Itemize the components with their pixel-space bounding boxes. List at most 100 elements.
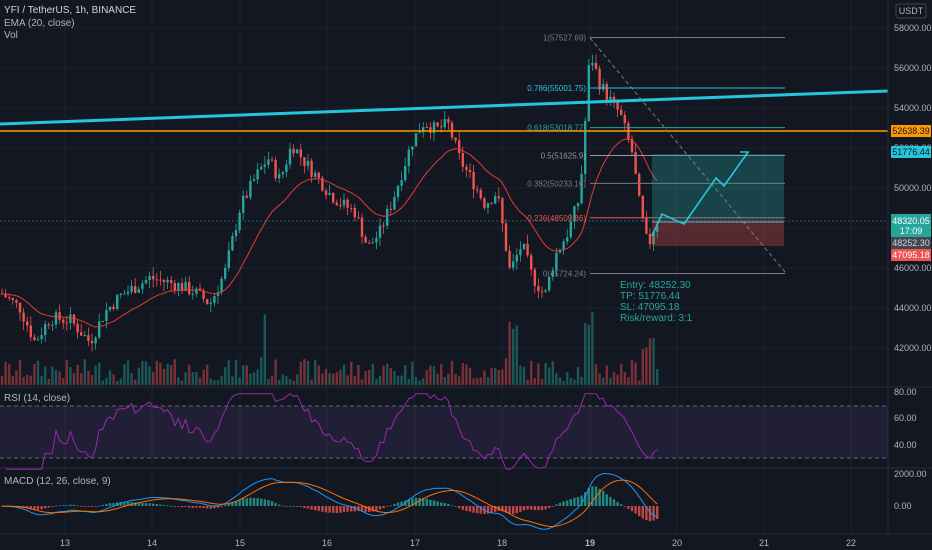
- currency-button[interactable]: USDT: [895, 3, 927, 19]
- candle-body: [112, 306, 115, 309]
- candle-body: [15, 300, 18, 303]
- macd-legend[interactable]: MACD (12, 26, close, 9): [4, 476, 111, 487]
- vol-legend[interactable]: Vol: [4, 30, 18, 41]
- volume-bar: [494, 367, 497, 385]
- macd-hist-bar: [58, 505, 61, 507]
- candle-body: [386, 208, 389, 226]
- volume-bar: [576, 366, 580, 385]
- volume-bar: [249, 373, 252, 385]
- volume-bar: [306, 360, 310, 385]
- macd-hist-bar: [249, 497, 252, 506]
- volume-bar: [573, 379, 576, 385]
- volume-bar: [353, 376, 356, 385]
- trend-line[interactable]: [0, 89, 889, 126]
- target-tag: 51776.44: [891, 146, 931, 158]
- candle-body: [180, 283, 184, 291]
- volume-bar: [296, 374, 299, 385]
- time-tick-label: 15: [235, 538, 245, 548]
- macd-hist-bar: [407, 499, 410, 506]
- svg-text:51776.44: 51776.44: [892, 147, 930, 157]
- trade-sl: SL: 47095.18: [620, 302, 680, 313]
- macd-tick-label: 0.00: [894, 501, 912, 511]
- volume-bar: [278, 379, 281, 385]
- candle-body: [224, 267, 227, 279]
- candle-body: [22, 312, 25, 322]
- macd-hist-bar: [508, 506, 511, 515]
- volume-bar: [393, 371, 396, 385]
- candle-body: [548, 276, 551, 291]
- volume-bar: [36, 360, 40, 385]
- rsi-legend[interactable]: RSI (14, close): [4, 393, 70, 404]
- volume-bar: [234, 359, 238, 385]
- macd-hist-bar: [180, 506, 184, 508]
- volume-bar: [587, 324, 590, 385]
- macd-hist-bar: [69, 504, 72, 506]
- candle-body: [375, 237, 378, 243]
- macd-hist-bar: [548, 506, 551, 508]
- candle-body: [54, 312, 58, 325]
- volume-bar: [605, 365, 608, 385]
- macd-hist-bar: [616, 501, 619, 506]
- volume-bar: [8, 363, 11, 385]
- price-axis[interactable]: 58000.0056000.0054000.0052000.0050000.00…: [894, 23, 932, 353]
- volume-bar: [242, 365, 245, 385]
- candle-body: [357, 217, 360, 219]
- fib-level-label: 0.5(51625.9): [541, 151, 587, 160]
- candle-body: [274, 159, 277, 179]
- ema-legend[interactable]: EMA (20, close): [4, 18, 75, 29]
- volume-bar: [512, 328, 515, 385]
- macd-hist-bar: [656, 506, 659, 520]
- volume-bar: [324, 369, 328, 385]
- candle-body: [238, 212, 241, 231]
- macd-hist-bar: [119, 501, 122, 506]
- rsi-tick-label: 40.00: [894, 440, 917, 450]
- volume-bar: [58, 371, 61, 385]
- candle-body: [540, 291, 544, 293]
- candle-body: [566, 237, 569, 242]
- volume-bar: [530, 360, 533, 385]
- price-tick-label: 50000.00: [894, 183, 932, 193]
- macd-hist-bar: [267, 500, 270, 506]
- volume-bar: [195, 371, 198, 385]
- volume-bar: [486, 377, 490, 385]
- rsi-axis: 80.00 60.00 40.00: [894, 387, 917, 450]
- macd-hist-bar: [202, 506, 205, 509]
- candle-body: [8, 297, 11, 299]
- volume-bar: [436, 373, 439, 385]
- candle-body: [123, 293, 126, 295]
- candle-body: [645, 217, 648, 234]
- candle-body: [278, 174, 281, 179]
- macd-hist-bar: [274, 503, 277, 506]
- time-axis[interactable]: 13 14 15 16 17 18 19 20 21 22: [60, 538, 856, 548]
- volume-bar: [645, 347, 648, 385]
- candle-body: [479, 190, 482, 199]
- macd-hist-bar: [260, 498, 263, 506]
- macd-hist-bar: [36, 506, 40, 510]
- macd-hist-bar: [227, 503, 230, 506]
- candle-body: [515, 255, 518, 262]
- macd-hist-bar: [108, 503, 112, 506]
- macd-hist-bar: [47, 506, 50, 508]
- candle-body: [101, 321, 104, 323]
- candle-body: [609, 96, 612, 100]
- candle-body: [33, 337, 36, 340]
- profit-zone[interactable]: [652, 154, 784, 222]
- macd-hist-bar: [450, 505, 454, 507]
- candle-body: [260, 166, 263, 170]
- candle-body: [393, 196, 396, 210]
- candle-body: [245, 195, 248, 198]
- candle-body: [80, 332, 83, 336]
- macd-hist-bar: [436, 501, 439, 506]
- macd-hist-bar: [440, 502, 443, 506]
- volume-bar: [422, 378, 425, 385]
- fibonacci-retracement[interactable]: 1(57527.69) 0.786(55001.75) 0.618(53018.77…: [527, 33, 786, 279]
- candle-body: [44, 324, 47, 336]
- macd-hist-bar: [584, 492, 587, 506]
- candle-body: [598, 68, 601, 90]
- candle-body: [605, 84, 608, 100]
- symbol-title[interactable]: YFI / TetherUS, 1h, BINANCE: [4, 5, 136, 16]
- loss-zone[interactable]: [652, 222, 784, 246]
- macd-hist-bar: [490, 506, 493, 514]
- candle-body: [4, 293, 7, 298]
